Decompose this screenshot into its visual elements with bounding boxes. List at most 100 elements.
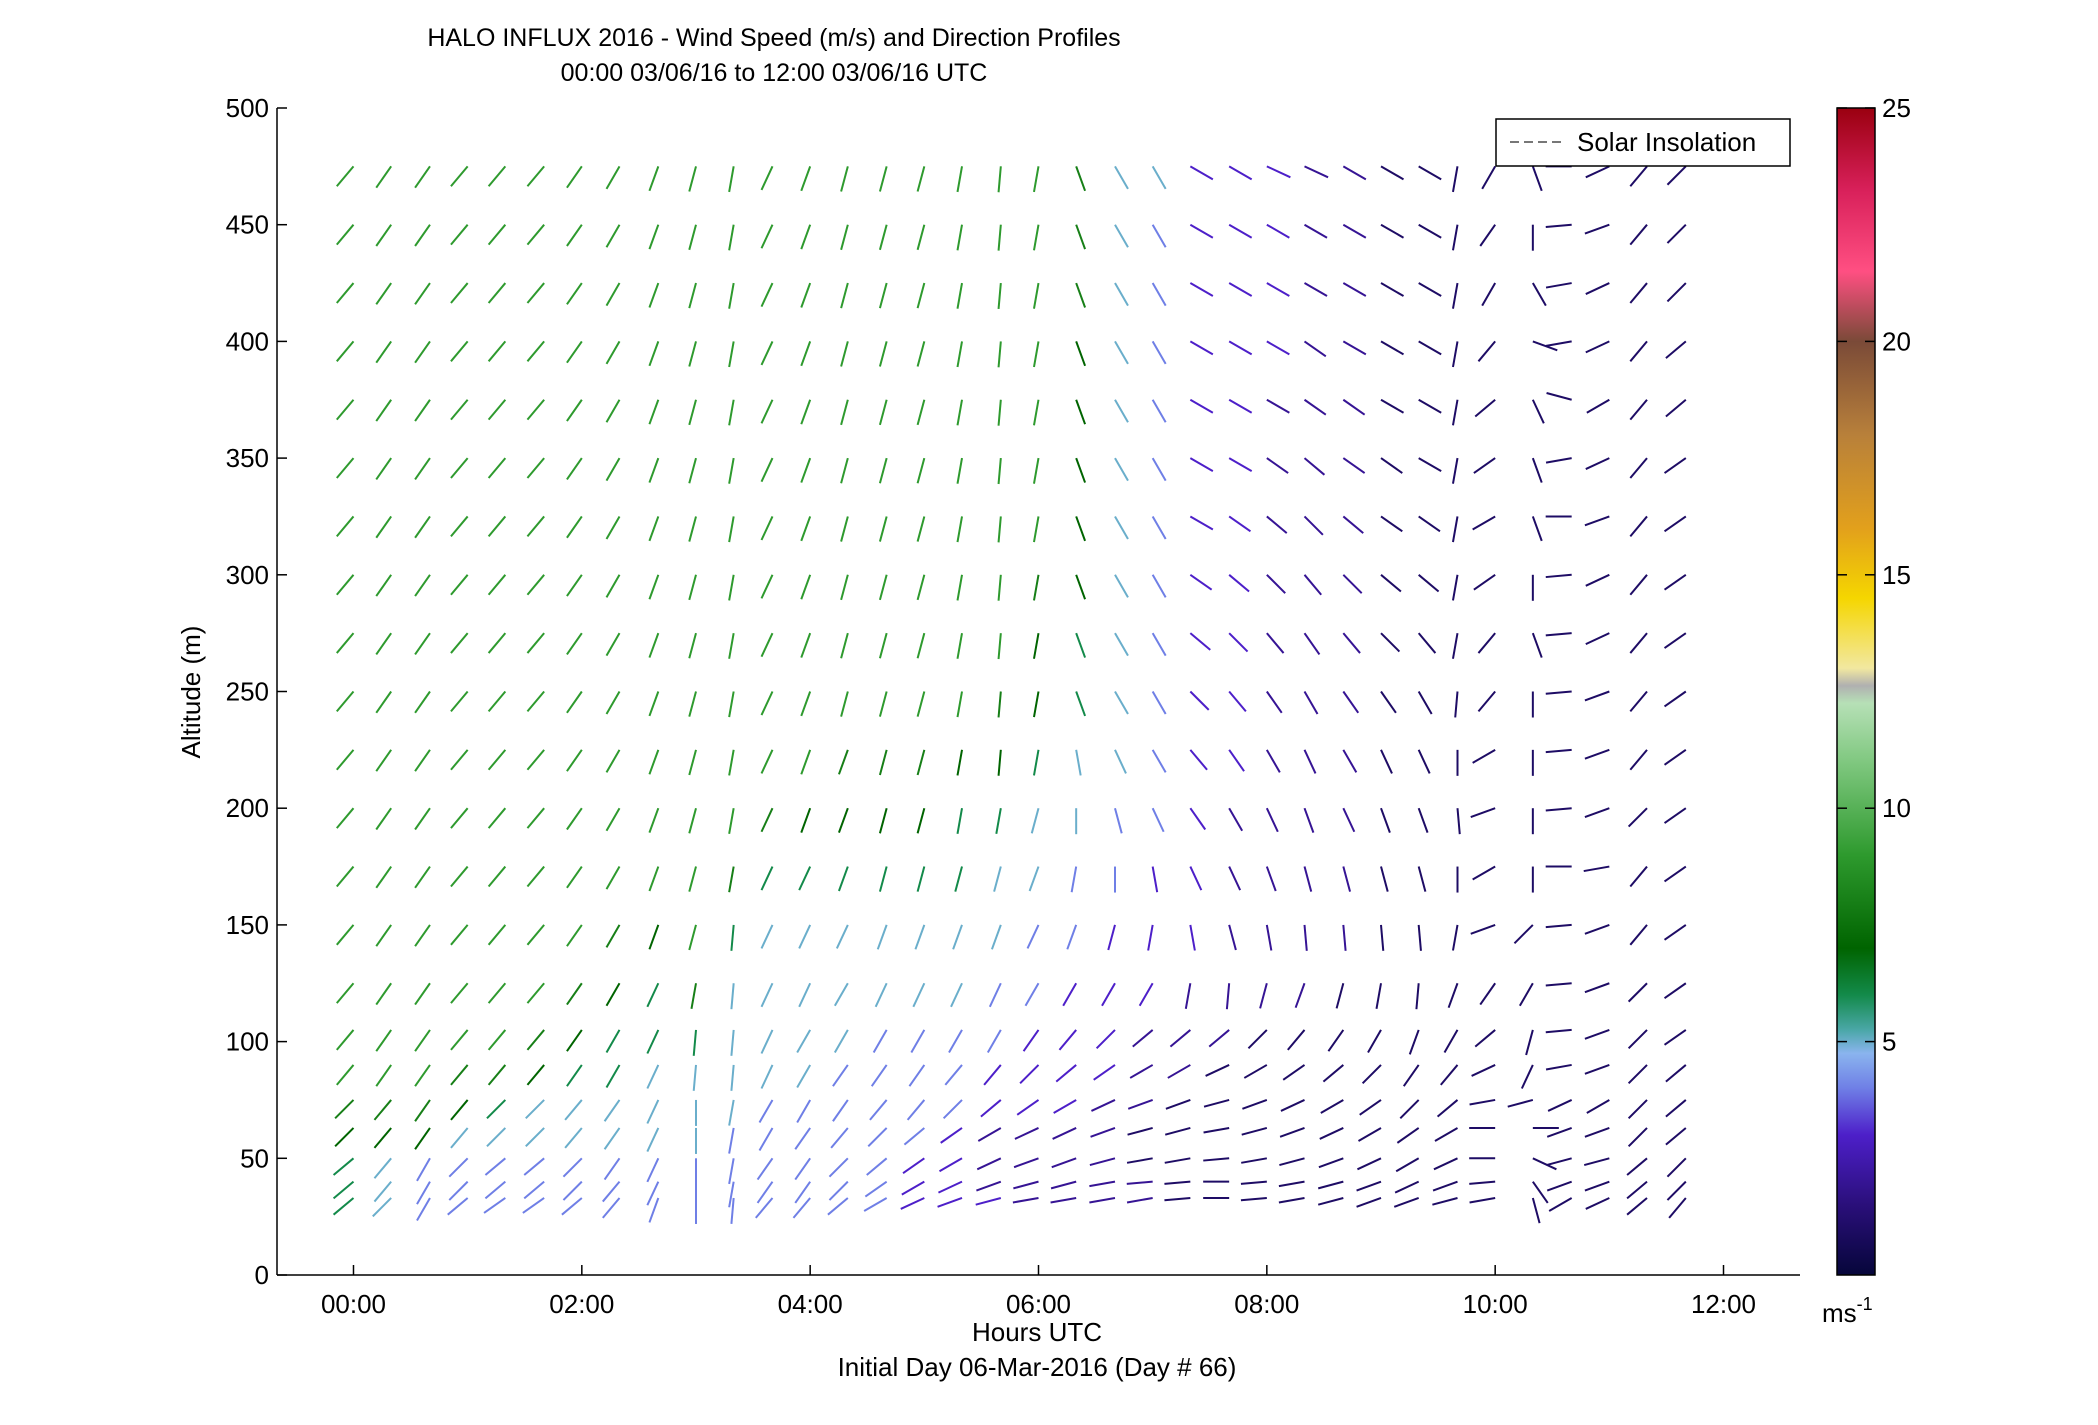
wind-barb bbox=[487, 282, 507, 304]
wind-barb bbox=[688, 341, 697, 367]
wind-barb bbox=[1469, 1098, 1496, 1106]
wind-barb bbox=[487, 982, 507, 1004]
wind-barb bbox=[1126, 1157, 1153, 1164]
wind-barb bbox=[336, 1064, 355, 1086]
wind-barb bbox=[1203, 1098, 1230, 1108]
wind-barb bbox=[1165, 1099, 1191, 1110]
wind-barb bbox=[690, 983, 697, 1010]
wind-barb bbox=[956, 224, 963, 251]
wind-barb bbox=[760, 282, 774, 308]
wind-barb bbox=[728, 691, 735, 718]
wind-barb bbox=[414, 749, 431, 772]
wind-barb bbox=[760, 632, 774, 658]
wind-barb bbox=[605, 224, 621, 248]
wind-barb bbox=[1303, 515, 1324, 536]
wind-barb bbox=[878, 574, 888, 601]
wind-barb bbox=[688, 224, 697, 251]
y-tick-label: 0 bbox=[255, 1260, 269, 1290]
wind-barb bbox=[1265, 749, 1281, 773]
wind-barb bbox=[1472, 865, 1496, 881]
wind-barb bbox=[605, 866, 621, 890]
wind-barb bbox=[1380, 807, 1391, 833]
wind-barb bbox=[450, 340, 469, 362]
wind-barb bbox=[1151, 224, 1167, 248]
wind-barb bbox=[1666, 1180, 1687, 1201]
wind-barb bbox=[956, 166, 963, 193]
wind-barb bbox=[1228, 282, 1253, 297]
colorbar-unit-base: ms bbox=[1822, 1298, 1857, 1328]
wind-barb bbox=[1418, 165, 1442, 181]
wind-barb bbox=[373, 1180, 392, 1203]
wind-barb bbox=[1545, 573, 1572, 579]
wind-barb bbox=[526, 982, 545, 1004]
wind-barb bbox=[336, 224, 355, 246]
wind-barb bbox=[414, 865, 431, 889]
wind-barb bbox=[1663, 690, 1687, 708]
wind-barb bbox=[878, 282, 888, 309]
wind-barb bbox=[1545, 982, 1572, 987]
wind-barb bbox=[487, 807, 507, 829]
wind-barb bbox=[1545, 632, 1572, 637]
wind-barb bbox=[1531, 399, 1545, 424]
wind-barb bbox=[648, 574, 660, 600]
x-axis-ticks: 00:00 02:00 04:00 06:00 08:00 10:00 12:00 bbox=[321, 1265, 1756, 1319]
wind-barb bbox=[1342, 282, 1367, 297]
wind-barb bbox=[1629, 224, 1648, 246]
wind-barb bbox=[1189, 866, 1203, 891]
wind-barb bbox=[566, 865, 583, 889]
wind-barb bbox=[450, 515, 469, 538]
wind-barb bbox=[526, 282, 545, 304]
wind-barb bbox=[997, 691, 1002, 718]
wind-barb bbox=[1266, 398, 1290, 414]
wind-barb bbox=[1304, 223, 1328, 239]
wind-barb bbox=[1151, 165, 1167, 190]
wind-barb bbox=[526, 224, 545, 246]
wind-barb bbox=[956, 632, 963, 659]
wind-barb bbox=[336, 457, 355, 479]
wind-barb bbox=[688, 632, 697, 659]
wind-barb bbox=[566, 165, 583, 189]
wind-barb bbox=[827, 1197, 849, 1216]
wind-barb bbox=[1477, 690, 1496, 713]
wind-barb bbox=[450, 690, 469, 713]
wind-barb bbox=[1287, 1029, 1306, 1051]
wind-barb bbox=[912, 982, 926, 1008]
wind-barb bbox=[566, 690, 583, 714]
wind-barb bbox=[375, 749, 392, 772]
wind-barb bbox=[1114, 515, 1129, 540]
wind-barb bbox=[1033, 166, 1040, 193]
wind-barb bbox=[566, 340, 583, 364]
wind-barb bbox=[1189, 398, 1214, 414]
wind-barb bbox=[1243, 1064, 1268, 1079]
wind-barb bbox=[566, 574, 583, 597]
x-axis-label: Hours UTC bbox=[972, 1317, 1102, 1347]
wind-barb bbox=[878, 457, 888, 484]
wind-barb bbox=[800, 341, 812, 367]
wind-barb bbox=[1266, 223, 1290, 239]
wind-barb bbox=[1357, 1157, 1382, 1171]
wind-barb bbox=[487, 924, 507, 946]
wind-barb bbox=[1663, 749, 1687, 766]
wind-barb bbox=[1380, 866, 1389, 892]
wind-barb bbox=[1342, 807, 1356, 833]
wind-barb bbox=[526, 165, 545, 187]
wind-barb bbox=[605, 282, 621, 307]
wind-barb bbox=[1228, 223, 1253, 239]
wind-barb bbox=[916, 457, 926, 484]
wind-barb bbox=[487, 399, 507, 421]
wind-barb bbox=[1451, 166, 1459, 193]
wind-barb bbox=[450, 924, 469, 946]
wind-barb bbox=[1164, 1126, 1191, 1136]
wind-barb bbox=[1228, 924, 1237, 951]
wind-barb bbox=[1014, 1127, 1039, 1140]
wind-barb bbox=[997, 458, 1002, 485]
wind-barb bbox=[1342, 690, 1360, 714]
colorbar-tick-label: 10 bbox=[1882, 793, 1911, 823]
wind-barb bbox=[956, 282, 963, 309]
colorbar-unit-label: ms-1 bbox=[1822, 1294, 1873, 1328]
wind-barb bbox=[1278, 1180, 1305, 1188]
wind-barb bbox=[1531, 516, 1543, 542]
wind-barb bbox=[1189, 340, 1214, 356]
wind-barb bbox=[526, 749, 545, 771]
wind-barb bbox=[688, 166, 697, 192]
